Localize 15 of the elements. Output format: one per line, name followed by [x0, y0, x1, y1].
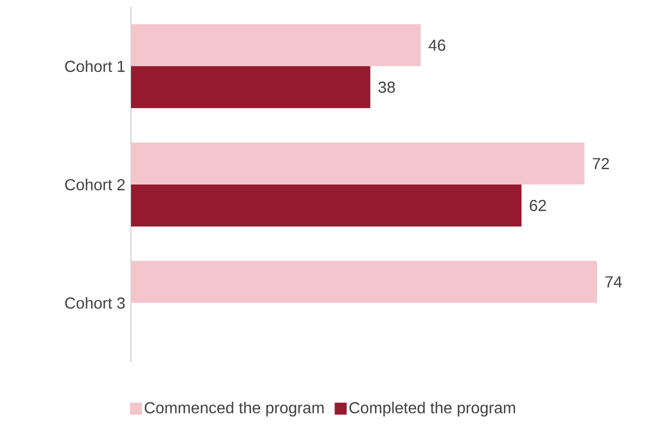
bar — [131, 24, 421, 66]
y-tick-label: Cohort 1 — [65, 60, 125, 72]
bar — [131, 66, 370, 108]
y-tick-label: Cohort 3 — [65, 296, 125, 309]
data-label: 38 — [378, 82, 395, 93]
bar — [131, 142, 584, 185]
legend-label: Commenced the program — [144, 402, 324, 417]
y-tick-label: Cohort 2 — [65, 178, 125, 190]
bar — [131, 260, 598, 303]
data-label: 74 — [605, 276, 622, 288]
data-label: 72 — [592, 158, 609, 170]
legend-label: Completed the program — [349, 402, 516, 417]
bar — [131, 184, 522, 227]
data-label: 46 — [428, 40, 446, 51]
data-label: 62 — [530, 200, 546, 212]
